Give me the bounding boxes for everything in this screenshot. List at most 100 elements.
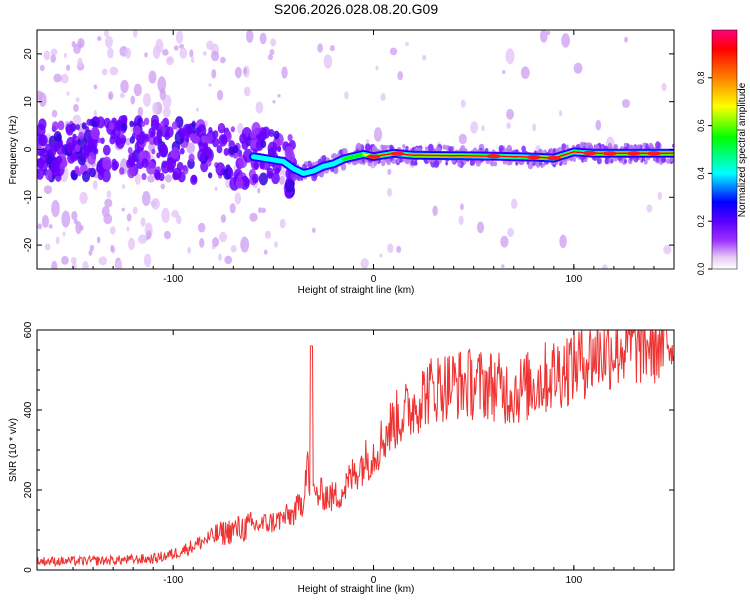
noise-blob xyxy=(240,236,250,253)
snr-ticks: -100 0 100 0 200 400 600 xyxy=(23,321,675,586)
ridge-peak xyxy=(602,151,617,156)
noise-blob xyxy=(121,207,125,212)
noise-blob xyxy=(470,121,479,134)
band-blob xyxy=(137,117,142,124)
noise-blob xyxy=(249,212,258,222)
band-blob xyxy=(415,147,419,151)
band-blob xyxy=(206,159,212,167)
noise-blob xyxy=(520,66,530,80)
noise-blob xyxy=(274,241,278,248)
band-blob xyxy=(253,161,260,170)
band-blob xyxy=(579,143,583,148)
x-tick-label: -100 xyxy=(163,575,183,586)
band-blob xyxy=(194,135,200,144)
band-blob xyxy=(78,131,85,140)
band-blob xyxy=(86,118,92,126)
band-blob xyxy=(498,145,504,153)
noise-blob xyxy=(98,256,107,266)
band-blob xyxy=(271,172,280,185)
band-blob xyxy=(260,139,267,149)
noise-blob xyxy=(387,243,394,253)
band-blob xyxy=(333,166,339,175)
band-blob xyxy=(220,134,228,144)
noise-blob xyxy=(144,52,148,58)
band-blob xyxy=(191,121,197,128)
noise-blob xyxy=(105,35,113,48)
noise-blob xyxy=(460,99,466,108)
band-blob xyxy=(539,161,543,166)
noise-blob xyxy=(197,222,206,233)
y-tick-label: 20 xyxy=(23,48,34,60)
noise-blob xyxy=(51,109,58,118)
noise-blob xyxy=(195,107,199,112)
y-tick-label: -20 xyxy=(23,237,34,252)
noise-blob xyxy=(234,66,242,79)
band-blob xyxy=(623,142,628,148)
noise-blob xyxy=(66,91,70,96)
noise-blob xyxy=(458,215,464,226)
spectrogram-image xyxy=(37,30,674,269)
noise-blob xyxy=(93,110,97,116)
noise-blob xyxy=(175,30,184,44)
noise-blob xyxy=(396,245,402,253)
band-blob xyxy=(207,172,213,179)
band-blob xyxy=(51,121,59,131)
band-blob xyxy=(259,161,265,170)
band-blob xyxy=(227,167,233,175)
band-blob xyxy=(182,165,189,175)
band-blob xyxy=(171,121,178,130)
band-blob xyxy=(129,120,134,128)
band-blob xyxy=(228,146,235,156)
band-blob xyxy=(74,167,80,175)
noise-blob xyxy=(281,66,288,79)
ridge-peak xyxy=(366,154,381,159)
noise-blob xyxy=(141,191,151,207)
band-blob xyxy=(49,147,57,157)
noise-blob xyxy=(97,36,102,41)
noise-blob xyxy=(179,43,185,49)
band-blob xyxy=(141,158,149,168)
spectrogram-xlabel: Height of straight line (km) xyxy=(298,285,415,296)
noise-blob xyxy=(259,32,267,45)
noise-blob xyxy=(167,56,173,62)
band-blob xyxy=(160,120,166,128)
noise-blob xyxy=(37,90,44,101)
noise-blob xyxy=(211,68,217,79)
band-blob xyxy=(75,124,81,131)
noise-blob xyxy=(203,51,207,56)
noise-blob xyxy=(360,258,369,269)
band-blob xyxy=(37,149,43,157)
colorbar-tick-label: 0.4 xyxy=(696,167,706,180)
noise-blob xyxy=(155,38,164,53)
band-blob xyxy=(509,148,513,153)
noise-blob xyxy=(162,106,171,118)
band-blob xyxy=(312,161,316,166)
band-blob xyxy=(405,145,409,151)
band-blob xyxy=(98,169,104,176)
noise-blob xyxy=(50,54,56,63)
band-blob xyxy=(154,172,161,181)
noise-blob xyxy=(160,183,166,190)
noise-blob xyxy=(43,185,53,195)
noise-blob xyxy=(501,264,505,268)
noise-blob xyxy=(143,93,151,107)
noise-blob xyxy=(263,249,268,255)
noise-blob xyxy=(460,203,464,211)
band-blob xyxy=(665,158,671,165)
noise-blob xyxy=(106,190,112,199)
noise-blob xyxy=(61,255,69,265)
band-blob xyxy=(636,144,641,150)
band-blob xyxy=(340,163,347,171)
band-blob xyxy=(223,147,230,156)
band-blob xyxy=(457,161,462,167)
noise-blob xyxy=(72,114,82,125)
noise-blob xyxy=(505,48,515,65)
noise-blob xyxy=(130,95,136,105)
noise-blob xyxy=(157,76,167,93)
colorbar-gradient xyxy=(711,29,738,270)
noise-blob xyxy=(506,122,511,129)
noise-blob xyxy=(152,102,159,115)
noise-blob xyxy=(601,264,608,269)
band-blob xyxy=(493,161,498,167)
band-blob xyxy=(57,120,65,131)
